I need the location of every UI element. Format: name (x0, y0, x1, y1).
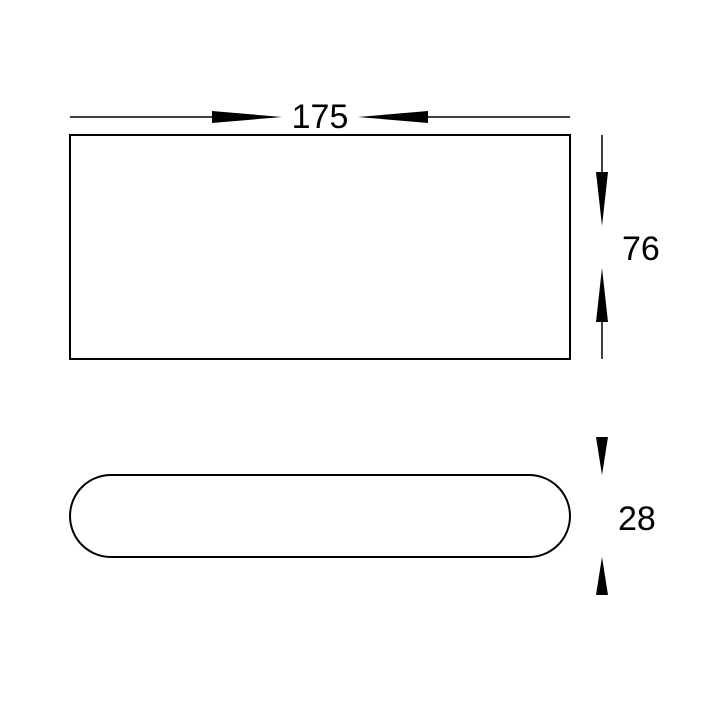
technical-drawing: 175 76 28 (0, 0, 720, 720)
front-view-rect (70, 135, 570, 359)
dimension-height: 76 (596, 135, 660, 359)
dimension-height-label: 76 (622, 230, 660, 268)
top-view-stadium (70, 475, 570, 557)
dimension-depth-label: 28 (618, 500, 656, 538)
dimension-depth: 28 (596, 437, 656, 595)
dimension-width: 175 (70, 98, 570, 136)
dimension-width-label: 175 (292, 98, 349, 136)
